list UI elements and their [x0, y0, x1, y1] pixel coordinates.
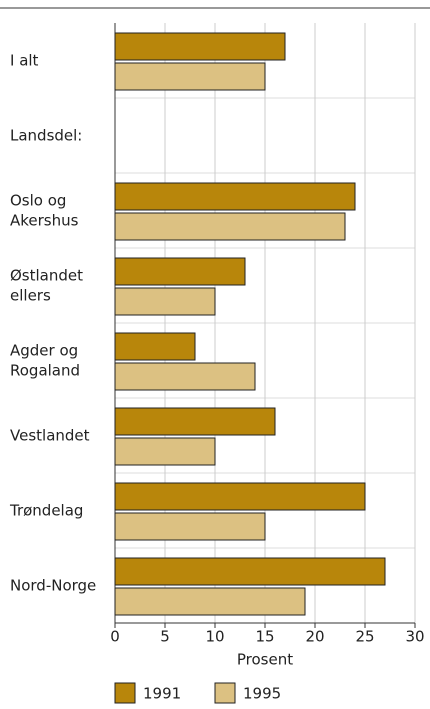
label-line: Østlandet [10, 266, 83, 284]
bar [114, 362, 256, 391]
x-tick-label: 20 [305, 628, 324, 646]
bar [114, 407, 276, 436]
label-line: Vestlandet [10, 426, 90, 444]
x-tick-label: 30 [405, 628, 424, 646]
bar [114, 332, 196, 361]
label-line: Oslo og [10, 191, 66, 209]
bar [114, 32, 286, 61]
y-tick-label: Agder og Rogaland [10, 341, 80, 379]
bar [114, 287, 216, 316]
legend-swatch [214, 682, 236, 704]
bar [114, 437, 216, 466]
bar [114, 62, 266, 91]
y-tick-label: Nord-Norge [10, 576, 96, 594]
x-tick-label: 10 [205, 628, 224, 646]
x-axis-label: Prosent [237, 651, 293, 669]
y-tick-label: Oslo og Akershus [10, 191, 79, 229]
x-tick-label: 0 [110, 628, 120, 646]
y-tick-label: Østlandet ellers [10, 266, 83, 304]
y-tick-label: I alt [10, 51, 39, 69]
bar [114, 587, 306, 616]
label-line: Agder og [10, 341, 78, 359]
label-line: Landsdel: [10, 126, 82, 144]
bar [114, 512, 266, 541]
bar [114, 557, 386, 586]
bar [114, 482, 366, 511]
x-tick-label: 25 [355, 628, 374, 646]
label-line: Akershus [10, 211, 79, 229]
bar [114, 257, 246, 286]
bar [114, 182, 356, 211]
label-line: Nord-Norge [10, 576, 96, 594]
x-tick-label: 15 [255, 628, 274, 646]
legend-swatch [114, 682, 136, 704]
label-line: I alt [10, 51, 39, 69]
bar [114, 212, 346, 241]
y-tick-label: Vestlandet [10, 426, 90, 444]
legend-label: 1991 [143, 685, 181, 703]
y-tick-label: Landsdel: [10, 126, 82, 144]
x-tick-label: 5 [160, 628, 170, 646]
y-tick-label: Trøndelag [9, 501, 83, 519]
label-line: ellers [10, 286, 51, 304]
label-line: Rogaland [10, 361, 80, 379]
label-line: Trøndelag [9, 501, 83, 519]
legend-label: 1995 [243, 685, 281, 703]
